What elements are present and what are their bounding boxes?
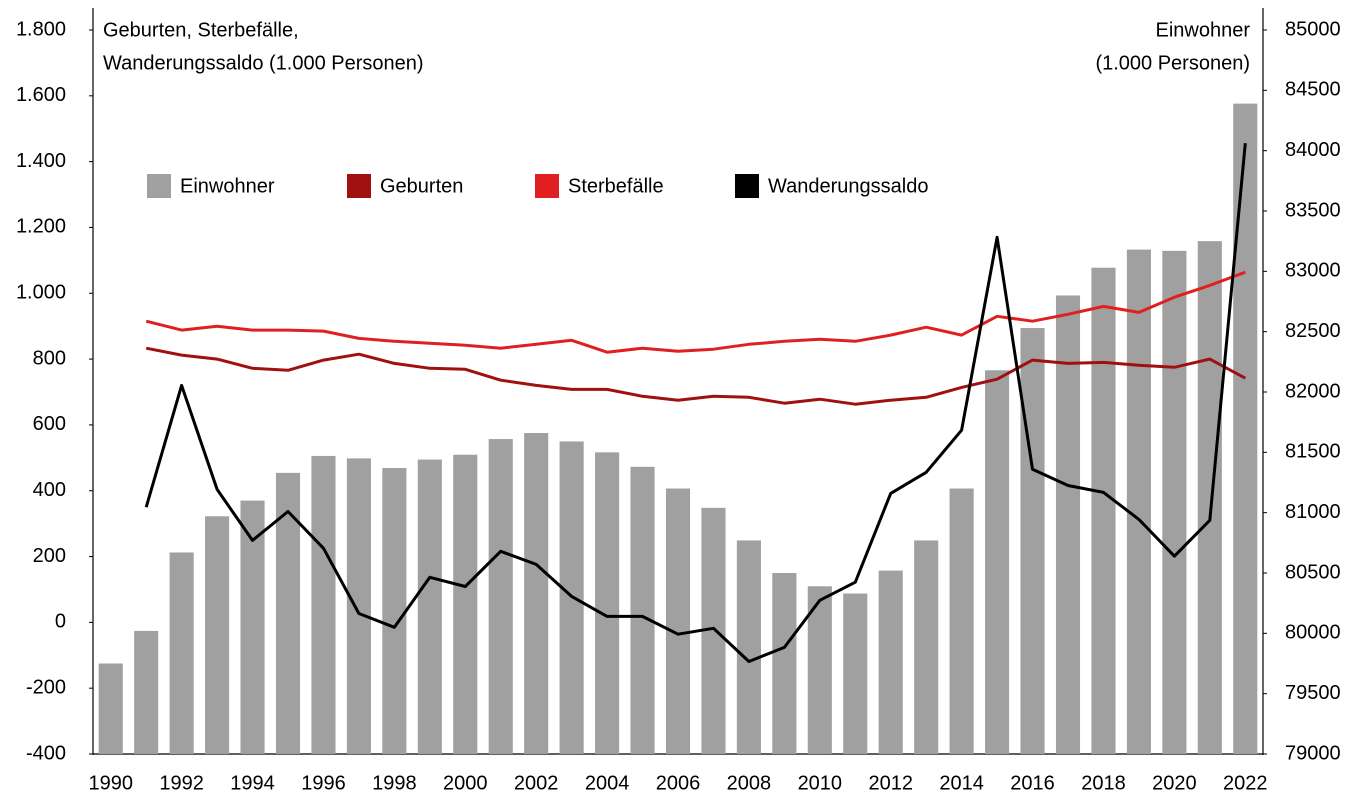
- y-tick-label: 1.400: [16, 150, 66, 172]
- y2-tick-label: 84500: [1285, 79, 1341, 101]
- bar: [1091, 267, 1116, 754]
- y-tick-label: 1.600: [16, 84, 66, 106]
- x-tick-label: 1994: [230, 772, 275, 794]
- x-tick-label: 2004: [585, 772, 630, 794]
- legend-swatch: [347, 174, 371, 198]
- y-tick-label: 1.200: [16, 216, 66, 238]
- bar: [488, 439, 513, 754]
- bar: [98, 663, 123, 754]
- legend-label: Wanderungssaldo: [768, 175, 928, 197]
- bar: [985, 370, 1010, 754]
- line: [145, 346, 1247, 406]
- legend-label: Geburten: [380, 175, 463, 197]
- bar: [524, 433, 549, 754]
- y2-tick-label: 83500: [1285, 199, 1341, 221]
- bar: [240, 500, 265, 754]
- y-axis-title: Geburten, Sterbefälle,: [103, 19, 299, 41]
- bar: [275, 472, 301, 754]
- bar: [205, 516, 230, 754]
- y2-tick-label: 83000: [1285, 260, 1341, 282]
- bar: [736, 540, 761, 754]
- y-tick-label: 800: [33, 347, 66, 369]
- bar: [1020, 328, 1045, 754]
- bar: [311, 455, 336, 754]
- bar: [914, 540, 939, 754]
- line: [144, 143, 1247, 663]
- y2-tick-label: 81500: [1285, 441, 1341, 463]
- y-tick-label: 1.800: [16, 18, 66, 40]
- line: [145, 270, 1246, 354]
- x-tick-label: 2008: [727, 772, 772, 794]
- bar: [1055, 295, 1081, 754]
- x-tick-label: 2022: [1223, 772, 1268, 794]
- bar: [1197, 241, 1222, 754]
- x-tick-label: 2016: [1010, 772, 1055, 794]
- y2-tick-label: 80000: [1285, 622, 1341, 644]
- y2-tick-label: 81000: [1285, 501, 1341, 523]
- x-tick-label: 2000: [443, 772, 488, 794]
- bar: [807, 586, 832, 754]
- x-tick-label: 1992: [159, 772, 204, 794]
- y-axis-title: Wanderungssaldo (1.000 Personen): [103, 52, 424, 74]
- bar: [1126, 249, 1151, 754]
- bar: [1233, 103, 1258, 754]
- bar: [346, 458, 371, 754]
- bar: [843, 593, 868, 754]
- y-tick-label: 400: [33, 479, 66, 501]
- bar: [453, 454, 478, 754]
- y2-tick-label: 80500: [1285, 561, 1341, 583]
- legend-swatch: [735, 174, 759, 198]
- y2-tick-label: 82000: [1285, 380, 1341, 402]
- y2-tick-label: 85000: [1285, 18, 1341, 40]
- bar: [382, 468, 407, 754]
- legend-label: Einwohner: [180, 175, 275, 197]
- legend-label: Sterbefälle: [568, 175, 664, 197]
- legend-swatch: [535, 174, 559, 198]
- y2-axis-title: (1.000 Personen): [1095, 52, 1250, 74]
- y2-tick-label: 82500: [1285, 320, 1341, 342]
- x-tick-label: 2014: [939, 772, 984, 794]
- bar: [949, 488, 974, 754]
- x-tick-label: 2018: [1081, 772, 1126, 794]
- y2-tick-label: 79500: [1285, 682, 1341, 704]
- bar: [169, 552, 194, 754]
- x-tick-label: 2020: [1152, 772, 1197, 794]
- bar: [595, 452, 620, 754]
- legend-swatch: [147, 174, 171, 198]
- bar: [665, 488, 691, 754]
- y2-axis-title: Einwohner: [1155, 19, 1250, 41]
- bar: [630, 466, 655, 754]
- y-tick-label: 1.000: [16, 282, 66, 304]
- x-tick-label: 2010: [798, 772, 843, 794]
- x-tick-label: 2002: [514, 772, 559, 794]
- bar: [417, 459, 442, 754]
- bar: [134, 630, 159, 754]
- y-tick-label: -400: [26, 742, 66, 764]
- bar: [772, 573, 797, 754]
- y-tick-label: 600: [33, 413, 66, 435]
- bar: [1162, 250, 1187, 754]
- y-tick-label: 200: [33, 545, 66, 567]
- x-tick-label: 1996: [301, 772, 346, 794]
- y-tick-label: 0: [55, 611, 66, 633]
- y2-tick-label: 84000: [1285, 139, 1341, 161]
- x-tick-label: 2012: [868, 772, 913, 794]
- x-tick-label: 1998: [372, 772, 417, 794]
- y-tick-label: -200: [26, 676, 66, 698]
- x-tick-label: 1990: [88, 772, 133, 794]
- y2-tick-label: 79000: [1285, 742, 1341, 764]
- bar: [878, 570, 903, 754]
- x-tick-label: 2006: [656, 772, 701, 794]
